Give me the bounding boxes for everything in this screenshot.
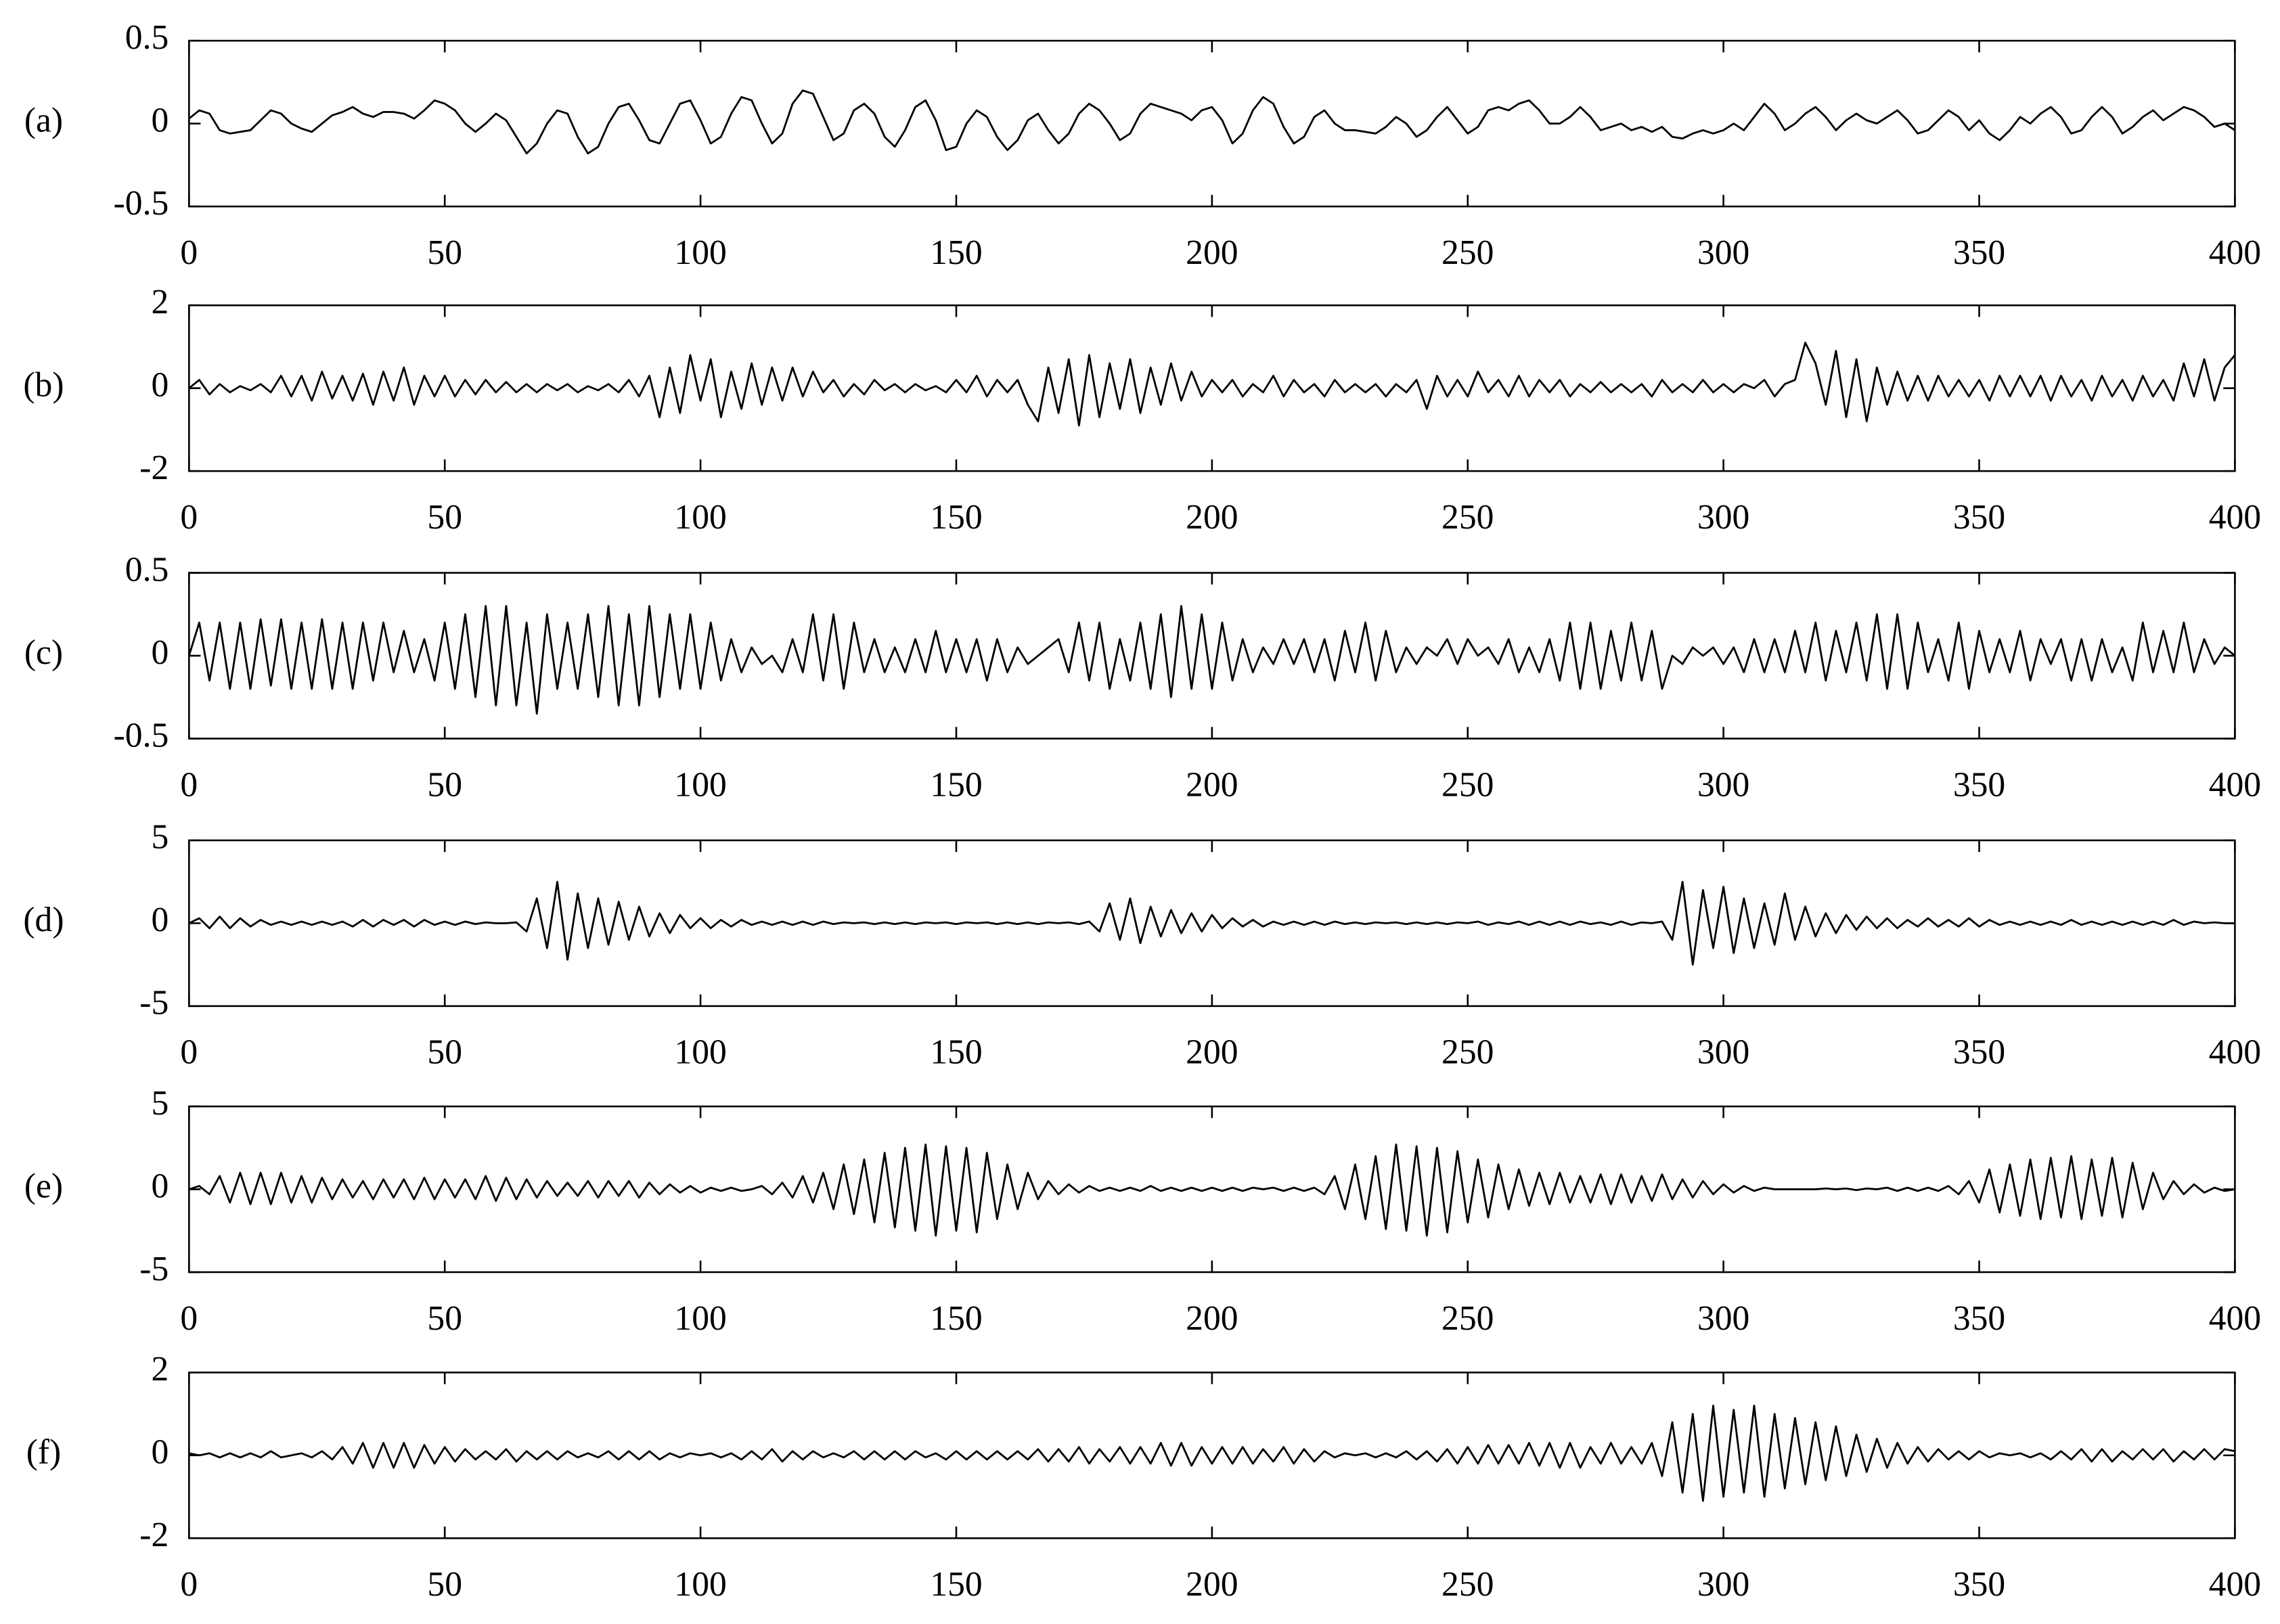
x-tick-label: 300	[1697, 765, 1749, 804]
panel-label: (c)	[24, 633, 63, 672]
x-tick-label: 350	[1953, 1299, 2005, 1338]
y-tick-label: 5	[151, 818, 169, 857]
x-tick-label: 150	[930, 1565, 982, 1604]
axes-frame	[188, 39, 2236, 208]
x-tick-label: 250	[1441, 498, 1494, 537]
x-tick-label: 100	[674, 1565, 726, 1604]
y-tick-label: 0	[151, 901, 169, 939]
x-tick-label: 300	[1697, 1565, 1749, 1604]
x-tick-label: 350	[1953, 233, 2005, 272]
x-tick-label: 300	[1697, 1033, 1749, 1072]
x-tick-label: 200	[1186, 765, 1238, 804]
signal-line	[188, 89, 2236, 155]
x-tick-label: 50	[427, 233, 462, 272]
x-tick-label: 50	[427, 498, 462, 537]
y-tick-label: 5	[151, 1084, 169, 1123]
signal-line	[187, 605, 2236, 715]
signal-line	[189, 1404, 2235, 1502]
x-tick-label: 400	[2209, 498, 2261, 537]
x-tick-label: 400	[2209, 1565, 2261, 1604]
x-tick-label: 200	[1186, 233, 1238, 272]
y-tick-label: -5	[139, 984, 169, 1022]
x-tick-label: 300	[1697, 1299, 1749, 1338]
x-tick-label: 200	[1186, 1033, 1238, 1072]
y-tick-label: -0.5	[114, 184, 169, 223]
y-tick-label: -5	[139, 1250, 169, 1288]
x-tick-label: 250	[1441, 233, 1494, 272]
y-tick-label: -2	[139, 1516, 169, 1554]
x-tick-label: 300	[1697, 233, 1749, 272]
x-tick-label: 250	[1441, 1299, 1494, 1338]
panel-label: (d)	[23, 901, 64, 939]
signal-line	[188, 341, 2236, 427]
axes-frame	[188, 572, 2236, 740]
x-tick-label: 250	[1441, 1565, 1494, 1604]
y-tick-label: 0	[151, 366, 169, 405]
x-tick-label: 100	[674, 765, 726, 804]
x-tick-label: 0	[180, 233, 198, 272]
x-tick-label: 100	[674, 1299, 726, 1338]
x-tick-label: 150	[930, 1299, 982, 1338]
x-tick-label: 400	[2209, 1299, 2261, 1338]
panel-label: (b)	[23, 366, 64, 405]
x-tick-label: 250	[1441, 1033, 1494, 1072]
x-tick-label: 150	[930, 233, 982, 272]
y-tick-label: 2	[151, 1350, 169, 1389]
x-tick-label: 350	[1953, 1565, 2005, 1604]
x-tick-label: 50	[427, 1033, 462, 1072]
panel-label: (a)	[24, 101, 63, 139]
x-tick-label: 350	[1953, 1033, 2005, 1072]
axes-frame	[188, 304, 2236, 472]
x-tick-label: 0	[180, 765, 198, 804]
panel-label: (e)	[24, 1167, 63, 1205]
panel-label: (f)	[26, 1433, 62, 1472]
x-tick-label: 400	[2209, 1033, 2261, 1072]
x-tick-label: 200	[1186, 498, 1238, 537]
y-tick-label: -0.5	[114, 716, 169, 754]
x-tick-label: 350	[1953, 498, 2005, 537]
x-tick-label: 150	[930, 765, 982, 804]
y-tick-label: 2	[151, 283, 169, 321]
x-tick-label: 0	[180, 1033, 198, 1072]
signal-line	[188, 880, 2235, 966]
x-tick-label: 200	[1186, 1299, 1238, 1338]
x-tick-label: 0	[180, 1299, 198, 1338]
y-tick-label: 0	[151, 1167, 169, 1205]
x-tick-label: 100	[674, 1033, 726, 1072]
x-tick-label: 400	[2209, 233, 2261, 272]
x-tick-label: 100	[674, 498, 726, 537]
y-tick-label: 0.5	[125, 550, 169, 589]
y-tick-label: 0	[151, 1433, 169, 1472]
x-tick-label: 50	[427, 765, 462, 804]
x-tick-label: 100	[674, 233, 726, 272]
y-tick-label: -2	[139, 449, 169, 487]
x-tick-label: 0	[180, 498, 198, 537]
axes-frame	[188, 1105, 2236, 1273]
axes-frame	[188, 1371, 2236, 1539]
x-tick-label: 300	[1697, 498, 1749, 537]
x-tick-label: 0	[180, 1565, 198, 1604]
x-tick-label: 50	[427, 1565, 462, 1604]
x-tick-label: 200	[1186, 1565, 1238, 1604]
x-tick-label: 150	[930, 1033, 982, 1072]
y-tick-label: 0	[151, 101, 169, 139]
x-tick-label: 250	[1441, 765, 1494, 804]
x-tick-label: 150	[930, 498, 982, 537]
y-tick-label: 0	[151, 633, 169, 672]
x-tick-label: 400	[2209, 765, 2261, 804]
signal-line	[188, 1144, 2235, 1237]
y-tick-label: 0.5	[125, 18, 169, 57]
x-tick-label: 350	[1953, 765, 2005, 804]
x-tick-label: 50	[427, 1299, 462, 1338]
